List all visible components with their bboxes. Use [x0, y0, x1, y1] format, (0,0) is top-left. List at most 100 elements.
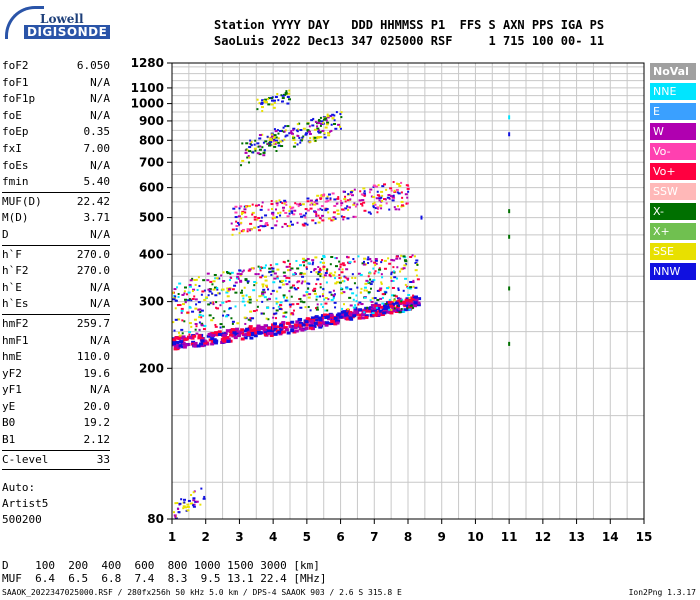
echo-point [261, 110, 264, 113]
echo-point [262, 294, 265, 297]
echo-point [192, 505, 196, 508]
echo-point [331, 192, 335, 195]
echo-point [391, 279, 395, 282]
echo-point [248, 161, 251, 164]
param-label: M(D) [2, 211, 29, 225]
echo-point [286, 331, 291, 335]
echo-point [275, 202, 279, 205]
echo-point [390, 279, 393, 282]
echo-point [508, 234, 511, 239]
y-tick-label: 1000 [131, 97, 164, 111]
param-row: yE 20.0 [2, 399, 110, 416]
echo-point [376, 298, 380, 301]
echo-point [336, 319, 341, 323]
echo-point [260, 292, 264, 295]
echo-point [278, 328, 283, 332]
echo-point [266, 98, 269, 101]
echo-point [270, 200, 273, 203]
param-label: foEp [2, 125, 29, 139]
echo-point [325, 313, 330, 317]
echo-point [350, 193, 353, 196]
echo-point [315, 295, 319, 298]
echo-point [250, 144, 253, 147]
echo-point [354, 276, 357, 279]
echo-point [221, 288, 225, 291]
echo-point [248, 150, 252, 153]
echo-point [273, 312, 277, 315]
echo-point [346, 256, 350, 259]
echo-point [405, 184, 409, 187]
echo-point [241, 300, 245, 303]
echo-point [271, 99, 275, 102]
echo-point [266, 224, 269, 227]
echo-point [175, 342, 180, 346]
echo-point [195, 325, 198, 328]
echo-point [342, 264, 346, 267]
echo-point [222, 339, 227, 343]
echo-point [172, 298, 176, 301]
echo-point [331, 113, 335, 116]
axes: 1 2 3 4 5 6 7 8 9 10 11 12 13 14 158020030040050060070… [131, 56, 653, 544]
echo-point [301, 257, 305, 260]
muf-row: MUF 6.4 6.5 6.8 7.4 8.3 9.5 13.1 22.4 [M… [2, 572, 327, 585]
echo-point [223, 335, 228, 339]
echo-point [251, 203, 254, 206]
echo-point [333, 319, 338, 323]
echo-point [420, 215, 423, 220]
echo-point [353, 215, 357, 218]
echo-point [312, 261, 315, 264]
echo-point [294, 323, 299, 327]
echo-point [231, 233, 234, 236]
echo-point [315, 271, 318, 274]
echo-point [342, 218, 345, 221]
echo-point [260, 216, 263, 219]
echo-point [288, 303, 292, 306]
echo-point [329, 198, 332, 201]
echo-point [367, 256, 370, 259]
echo-point [373, 297, 377, 300]
echo-point [226, 287, 229, 290]
echo-point [381, 194, 384, 197]
echo-point [275, 302, 278, 305]
echo-point [273, 332, 278, 336]
echo-point [272, 307, 275, 310]
echo-point [209, 280, 213, 283]
echo-point [217, 332, 222, 336]
echo-point [301, 323, 306, 327]
echo-point [199, 503, 202, 506]
echo-point [346, 217, 350, 220]
x-tick-label: 15 [636, 530, 653, 544]
echo-point [310, 327, 315, 331]
echo-point [414, 286, 418, 289]
echo-point [233, 336, 238, 340]
echo-point [181, 341, 186, 345]
echo-point [316, 278, 320, 281]
echo-point [174, 517, 178, 520]
echo-point [413, 255, 416, 258]
echo-point [341, 268, 344, 271]
echo-point [272, 138, 276, 141]
echo-point [304, 259, 308, 262]
echo-point [235, 220, 238, 223]
echo-point [333, 204, 337, 207]
x-tick-label: 8 [404, 530, 412, 544]
echo-point [367, 275, 370, 278]
echo-point [234, 332, 239, 336]
echo-point [277, 305, 280, 308]
echo-point [216, 288, 219, 291]
echo-point [238, 269, 242, 272]
echo-point [306, 223, 309, 226]
echo-point [412, 304, 417, 308]
echo-point [290, 295, 293, 298]
echo-point [203, 324, 207, 327]
param-row: C-level 33 [2, 452, 110, 469]
echo-point [321, 294, 324, 297]
param-value: 0.35 [83, 125, 111, 139]
echo-point [306, 323, 311, 327]
echo-point [273, 145, 277, 148]
echo-point [321, 129, 325, 132]
param-row: B0 19.2 [2, 415, 110, 432]
echo-point [361, 303, 364, 306]
echo-point [314, 318, 319, 322]
echo-point [403, 308, 408, 312]
